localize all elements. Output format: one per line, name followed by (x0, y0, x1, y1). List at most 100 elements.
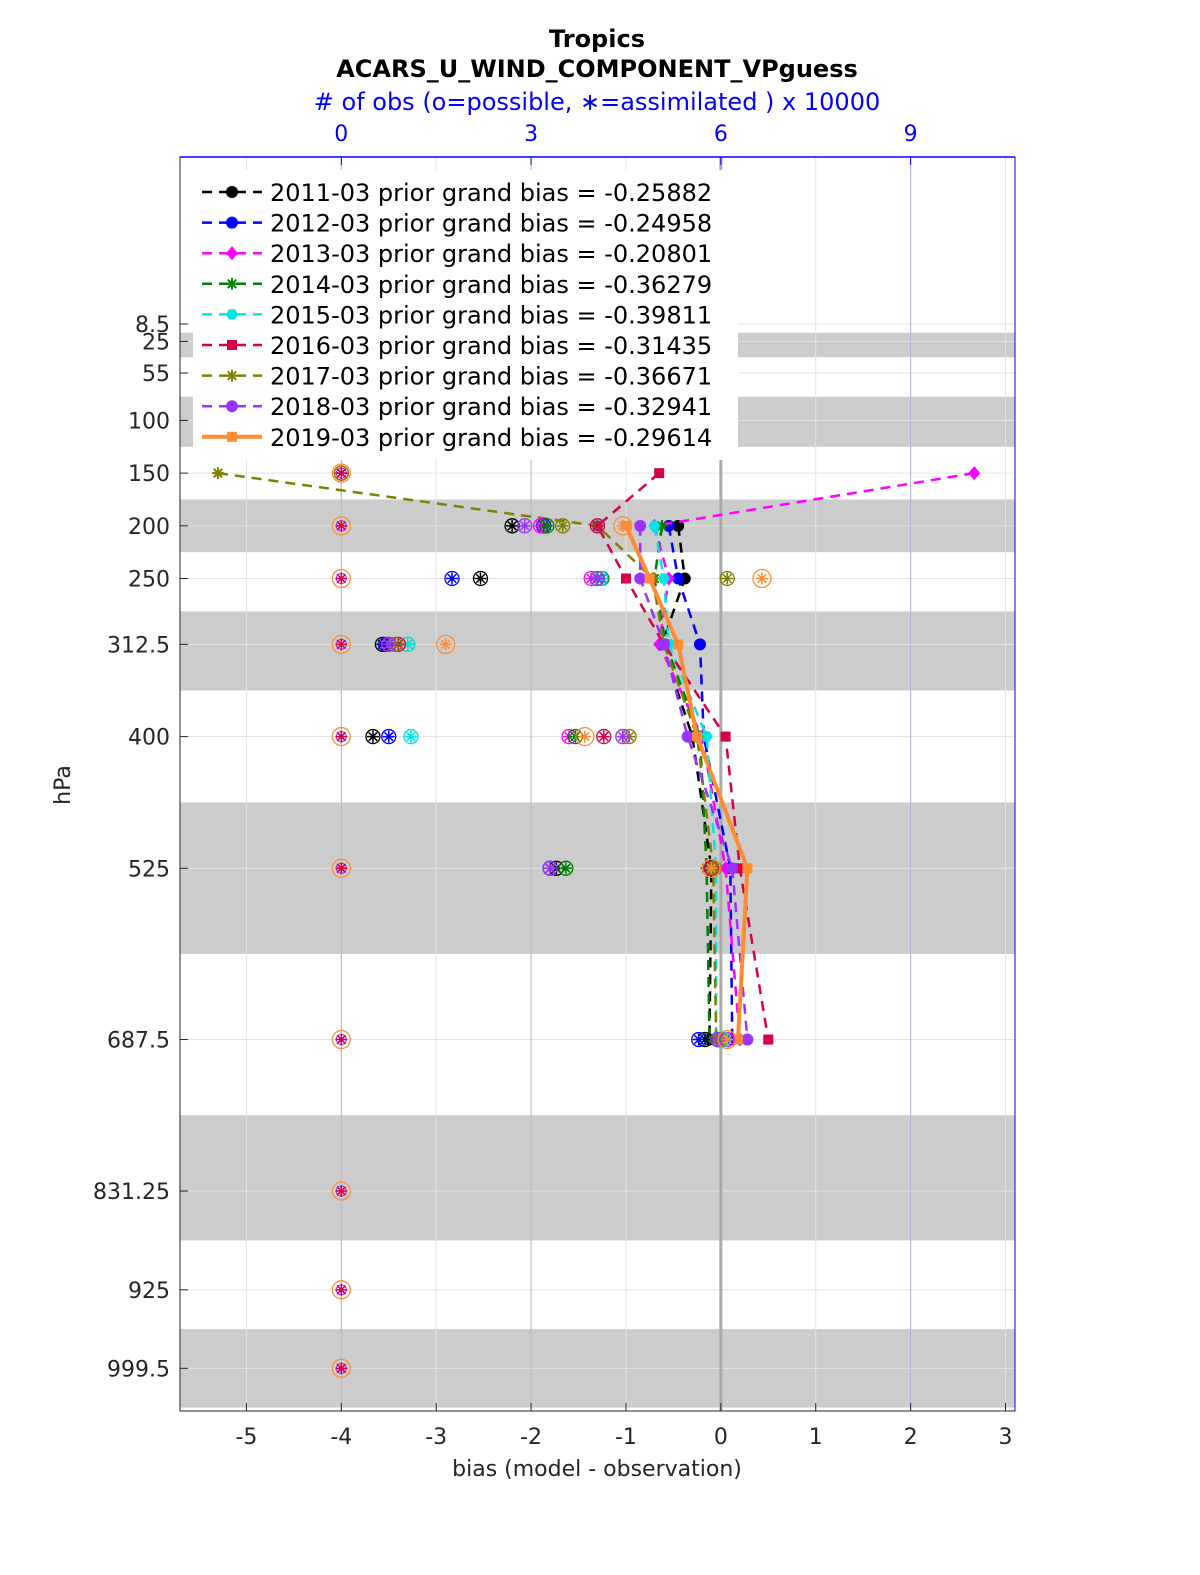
top-tick-label: 0 (334, 122, 348, 147)
obs-assimilated-marker (439, 638, 452, 651)
series-marker (742, 863, 753, 874)
x-tick-label: 1 (809, 1425, 823, 1450)
level-band (180, 802, 1015, 954)
legend-label: 2013-03 prior grand bias = -0.20801 (270, 240, 712, 268)
series-marker (700, 731, 713, 742)
series-marker (654, 468, 665, 479)
obs-count-group (331, 1280, 351, 1300)
legend-marker (226, 309, 238, 320)
obs-assimilated-marker (559, 862, 572, 875)
x-tick-label: 2 (904, 1425, 918, 1450)
legend-label: 2017-03 prior grand bias = -0.36671 (270, 363, 712, 391)
obs-possible-marker (331, 516, 351, 536)
obs-assimilated-marker (556, 519, 569, 532)
obs-possible-marker (331, 1181, 351, 1201)
obs-possible-marker (403, 728, 419, 745)
series-marker (734, 863, 745, 874)
series-marker (648, 520, 661, 532)
obs-count-group (331, 1029, 351, 1050)
y-tick-label: 100 (128, 409, 170, 434)
obs-possible-marker (539, 518, 555, 534)
obs-possible-marker (542, 860, 558, 876)
obs-possible-marker (589, 570, 606, 587)
legend: 2011-03 prior grand bias = -0.25882 2012-… (193, 170, 738, 460)
y-tick-label: 687.5 (107, 1029, 170, 1054)
series-marker (681, 730, 694, 743)
obs-assimilated-marker (335, 1283, 348, 1296)
series-marker (644, 573, 655, 584)
x-tick-label: -5 (235, 1425, 257, 1450)
obs-assimilated-marker (597, 730, 610, 743)
obs-count-group (331, 568, 351, 589)
obs-count-group (331, 858, 351, 878)
obs-assimilated-marker (382, 638, 395, 651)
legend-marker (226, 277, 238, 290)
obs-assimilated-marker (616, 519, 629, 532)
chart-subtitle: ACARS_U_WIND_COMPONENT_VPguess (336, 55, 858, 83)
obs-possible-marker (613, 516, 633, 536)
obs-count-group (331, 1181, 351, 1201)
x-tick-label: -3 (425, 1425, 447, 1450)
y-tick-label: 831.25 (93, 1180, 170, 1205)
obs-assimilated-marker (389, 638, 402, 651)
obs-assimilated-marker (550, 862, 563, 875)
series-marker (656, 519, 669, 532)
y-tick-label: 200 (128, 515, 170, 540)
x-tick-label: -4 (330, 1425, 352, 1450)
obs-assimilated-marker (540, 519, 553, 532)
obs-assimilated-marker (699, 1033, 712, 1046)
obs-assimilated-marker (335, 862, 348, 875)
obs-possible-marker (331, 1029, 351, 1050)
legend-box (193, 170, 738, 460)
legend-label: 2016-03 prior grand bias = -0.31435 (270, 332, 712, 360)
obs-assimilated-marker (591, 519, 604, 532)
series-group (634, 519, 754, 1046)
series-line (624, 525, 750, 1040)
obs-assimilated-marker (401, 638, 414, 651)
obs-assimilated-marker (755, 572, 768, 585)
legend-marker (226, 246, 238, 261)
series-marker (693, 638, 706, 651)
series-marker (634, 572, 647, 585)
obs-possible-marker (365, 728, 381, 745)
y-tick-label: 25 (142, 330, 170, 355)
series-marker (763, 1034, 774, 1045)
legend-marker (227, 431, 237, 442)
y-axis-label: hPa (51, 765, 76, 805)
obs-count-group (331, 463, 351, 483)
obs-count-group (331, 1358, 351, 1378)
series-line (638, 525, 749, 1040)
x-tick-label: 3 (999, 1425, 1013, 1450)
obs-possible-marker (331, 568, 351, 589)
series-line (653, 525, 711, 1040)
obs-possible-marker (752, 568, 772, 589)
legend-label: 2012-03 prior grand bias = -0.24958 (270, 210, 712, 238)
obs-assimilated-marker (335, 730, 348, 743)
obs-possible-marker (719, 570, 735, 587)
y-tick-label: 8.5 (135, 313, 170, 338)
axes: -5 -4 -3 -2 -1 0 1 2 3 0 3 6 9 8.525 55 100 150 200 250 312… (93, 122, 1016, 1450)
obs-possible-marker (436, 634, 456, 655)
obs-count-group (331, 516, 351, 536)
series-marker (634, 519, 647, 532)
obs-possible-marker (555, 518, 571, 534)
series-marker (211, 467, 224, 480)
obs-possible-marker (701, 858, 722, 878)
legend-label: 2011-03 prior grand bias = -0.25882 (270, 179, 712, 207)
obs-possible-marker (517, 518, 533, 534)
series-marker (726, 862, 739, 875)
obs-assimilated-marker (366, 730, 379, 743)
obs-possible-marker (472, 570, 489, 587)
y-tick-label: 400 (128, 726, 170, 751)
series-marker (692, 731, 703, 742)
x-tick-label: -1 (615, 1425, 637, 1450)
series-marker (673, 639, 684, 650)
obs-count-group (331, 634, 351, 655)
x-tick-label: 0 (714, 1425, 728, 1450)
legend-marker (226, 216, 238, 229)
obs-assimilated-marker (335, 1362, 348, 1375)
obs-assimilated-marker (721, 1033, 734, 1046)
y-tick-label: 55 (142, 362, 170, 387)
y-tick-label: 525 (128, 857, 170, 882)
obs-assimilated-marker (591, 572, 604, 585)
